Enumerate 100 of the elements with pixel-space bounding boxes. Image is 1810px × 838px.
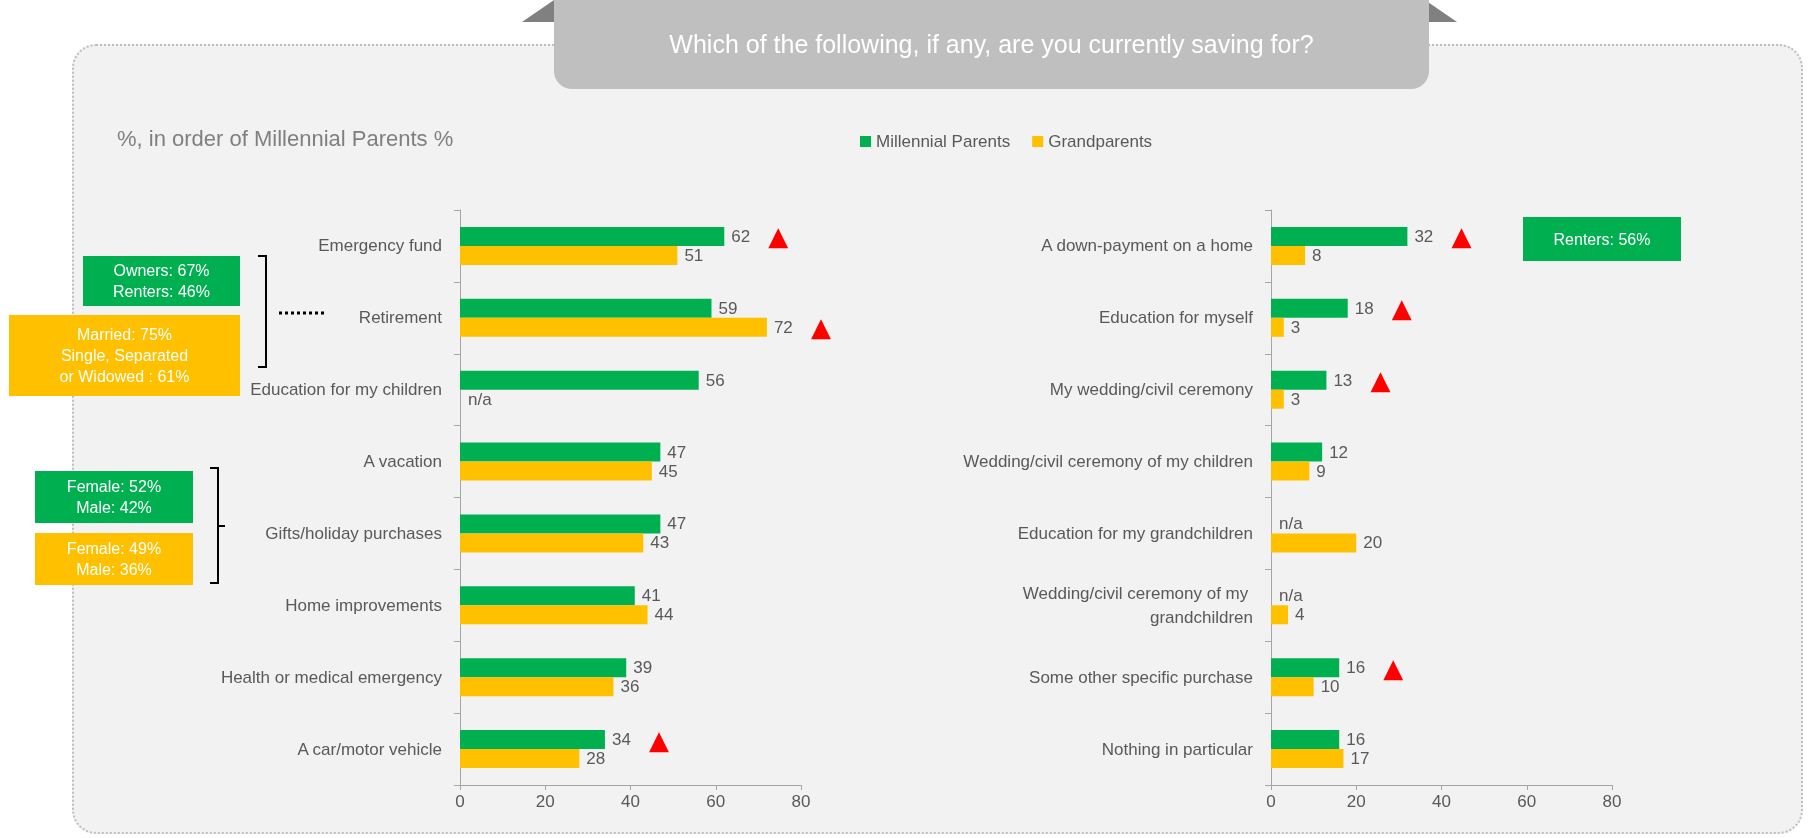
x-tick-label: 80: [791, 792, 811, 811]
bar: [460, 461, 652, 481]
data-label: 9: [1316, 461, 1326, 481]
bar: [1271, 730, 1340, 750]
annotation: ▲: [1451, 221, 1472, 252]
bar: [460, 677, 614, 697]
y-tick-label: Retirement: [358, 308, 443, 328]
bar: [460, 226, 725, 246]
bar: [1271, 245, 1306, 265]
data-label: 34: [611, 730, 631, 750]
bar: [460, 605, 648, 625]
data-label: 72: [773, 317, 793, 337]
y-tick-label: Wedding/civil ceremony of my grandchildren: [1022, 583, 1253, 627]
y-tick-label: A vacation: [363, 452, 442, 472]
bar: [1271, 370, 1327, 390]
data-label: 20: [1363, 533, 1383, 553]
y-tick-label: A down-payment on a home: [1041, 236, 1253, 256]
x-tick-label: 80: [1602, 792, 1622, 811]
bar: [1271, 461, 1310, 481]
data-label: 59: [718, 298, 738, 318]
y-tick-label: Education for myself: [1098, 308, 1254, 328]
bar: [460, 298, 712, 318]
annotation: ▲: [1383, 652, 1404, 683]
bar: [460, 533, 644, 553]
data-label: 3: [1290, 317, 1301, 337]
data-label: 16: [1346, 658, 1366, 678]
annotation: ▲: [648, 724, 669, 755]
data-label: 47: [667, 514, 687, 534]
bar: [1271, 749, 1344, 769]
y-tick-label: Home improvements: [285, 595, 442, 615]
bar: [1271, 389, 1284, 409]
x-tick-label: 0: [1266, 792, 1276, 811]
x-tick-label: 60: [1517, 792, 1537, 811]
callout-box: Female: 52% Male: 42%: [35, 471, 193, 523]
text: n/a: [1279, 586, 1303, 606]
text: n/a: [468, 389, 492, 409]
y-tick-label: A car/motor vehicle: [297, 739, 442, 759]
data-label: 12: [1329, 442, 1349, 462]
data-label: 8: [1312, 245, 1322, 265]
bar: [460, 730, 605, 750]
annotation: ▲: [810, 312, 831, 343]
bar: [460, 317, 767, 337]
data-label: 39: [633, 658, 653, 678]
data-label: 62: [731, 226, 751, 246]
bar: [460, 514, 661, 534]
bar: [1271, 605, 1289, 625]
callout-box: Married: 75% Single, Separated or Widowed : 61%: [9, 315, 240, 396]
data-label: 16: [1346, 730, 1366, 750]
annotation: ▲: [1370, 365, 1391, 396]
bar: [1271, 658, 1340, 678]
bar: [460, 442, 661, 462]
y-tick-label: Some other specific purchase: [1029, 667, 1253, 687]
callout-box: Female: 49% Male: 36%: [35, 533, 193, 585]
legend-label: Grandparents: [1048, 132, 1153, 151]
x-tick-label: 40: [621, 792, 640, 811]
data-label: 47: [667, 442, 687, 462]
bar: [460, 658, 627, 678]
bar: [1271, 317, 1284, 337]
bar: [460, 749, 580, 769]
data-label: 3: [1290, 389, 1301, 409]
data-label: 45: [658, 461, 678, 481]
bar: [1271, 533, 1357, 553]
x-tick-label: 0: [455, 792, 465, 811]
data-label: 13: [1333, 370, 1353, 390]
y-tick-label: Nothing in particular: [1101, 739, 1254, 759]
data-label: 41: [641, 586, 661, 606]
data-label: 44: [654, 605, 674, 625]
text: n/a: [1279, 514, 1303, 534]
chart-subtitle: %, in order of Millennial Parents %: [117, 125, 454, 151]
y-tick-label: Health or medical emergency: [220, 667, 443, 687]
x-tick-label: 20: [1346, 792, 1366, 811]
x-tick-label: 20: [535, 792, 555, 811]
y-tick-label: Gifts/holiday purchases: [265, 523, 442, 543]
data-label: 17: [1350, 749, 1370, 769]
y-tick-label: Education for my grandchildren: [1017, 523, 1253, 543]
data-label: 51: [684, 245, 704, 265]
data-label: 4: [1295, 605, 1305, 625]
annotation: ▲: [768, 221, 789, 252]
y-tick-label: My wedding/civil ceremony: [1049, 380, 1254, 400]
callout-box: Renters: 56%: [1523, 217, 1681, 261]
data-label: 43: [650, 533, 670, 553]
bar: [460, 370, 699, 390]
bar: [1271, 442, 1323, 462]
x-tick-label: 60: [706, 792, 726, 811]
bar: [460, 586, 635, 606]
data-label: 56: [705, 370, 725, 390]
legend-label: Millennial Parents: [876, 132, 1011, 151]
x-tick-label: 40: [1432, 792, 1451, 811]
data-label: 36: [620, 677, 640, 697]
data-label: 10: [1320, 677, 1340, 697]
bar: [1271, 226, 1408, 246]
y-tick-label: Education for my children: [250, 380, 442, 400]
callout-box: Owners: 67% Renters: 46%: [83, 256, 240, 306]
data-label: 28: [586, 749, 606, 769]
annotation: ▲: [1391, 293, 1412, 324]
bar: [460, 245, 678, 265]
data-label: 18: [1354, 298, 1374, 318]
bar: [1271, 677, 1314, 697]
data-label: 32: [1414, 226, 1434, 246]
text: Which of the following, if any, are you currently saving for?: [554, 0, 1429, 89]
